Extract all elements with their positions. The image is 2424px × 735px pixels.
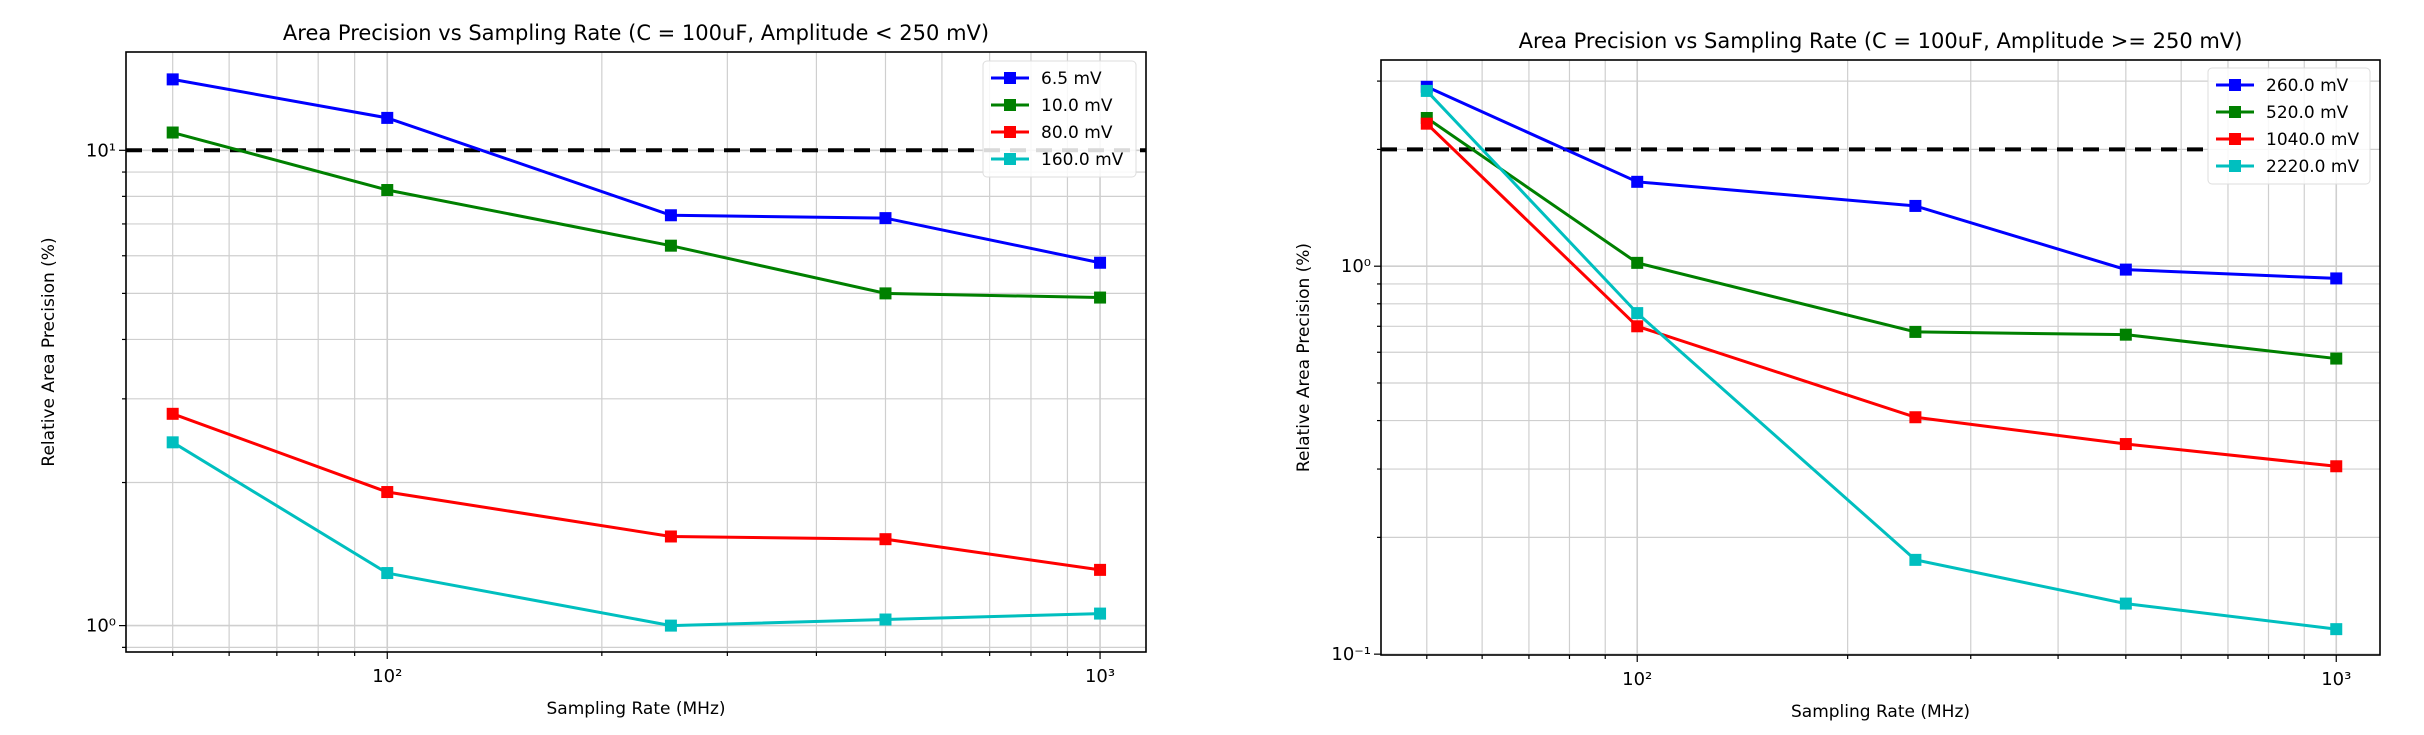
data-point [664, 619, 677, 632]
legend-box [2207, 67, 2371, 185]
data-point [2330, 272, 2343, 285]
data-point [879, 613, 892, 626]
legend-box [982, 60, 1137, 178]
data-point [1420, 84, 1433, 97]
data-point [664, 530, 677, 543]
y-tick-label: 10⁰ [1341, 256, 1371, 277]
legend-label: 10.0 mV [1041, 96, 1113, 116]
series-1040-0-mV [1420, 117, 2343, 473]
data-point [166, 407, 179, 420]
series-line [1425, 122, 2337, 468]
data-point [2119, 263, 2132, 276]
y-axis-label: Relative Area Precision (%) [39, 237, 59, 466]
data-point [1094, 256, 1107, 269]
legend-label: 160.0 mV [1041, 150, 1124, 170]
series-line [1426, 85, 2337, 280]
data-point [166, 73, 179, 86]
data-point [1909, 553, 1922, 566]
chart-2: 10² 10³ 10⁻¹ 10⁰ Area Precision vs Sampling … [1294, 29, 2381, 722]
legend-marker [1004, 72, 1016, 84]
data-point [1909, 199, 1922, 212]
data-point [1909, 411, 1922, 424]
data-point [2119, 597, 2132, 610]
legend-marker [1004, 126, 1016, 138]
y-tick-label: 10⁻¹ [1331, 644, 1371, 665]
data-point [2119, 438, 2132, 451]
x-axis-label: Sampling Rate (MHz) [1791, 702, 1970, 722]
data-point [1631, 307, 1644, 320]
series-line [1425, 116, 2337, 361]
data-point [2330, 460, 2343, 473]
legend-label: 1040.0 mV [2266, 130, 2359, 150]
x-tick-label: 10² [372, 666, 402, 687]
series-line [171, 441, 1101, 628]
data-point [2119, 328, 2132, 341]
data-point [1631, 256, 1644, 269]
series-10-0-mV [166, 126, 1107, 304]
x-tick-label: 10² [1622, 669, 1652, 690]
data-point [1631, 175, 1644, 188]
x-tick-label: 10³ [2321, 669, 2351, 690]
data-point [664, 209, 677, 222]
data-point [879, 212, 892, 225]
legend-marker [2229, 106, 2241, 118]
legend-marker [2229, 79, 2241, 91]
legend-label: 2220.0 mV [2266, 157, 2359, 177]
series-line [172, 412, 1101, 572]
chart-title: Area Precision vs Sampling Rate (C = 100… [283, 21, 989, 45]
legend-label: 520.0 mV [2266, 103, 2349, 123]
legend-marker [1004, 153, 1016, 165]
data-point [2330, 352, 2343, 365]
legend-marker [1004, 99, 1016, 111]
legend: 6.5 mV 10.0 mV 80.0 mV 160.0 mV [982, 60, 1137, 178]
legend-label: 6.5 mV [1041, 69, 1102, 89]
legend-marker [2229, 160, 2241, 172]
data-point [1420, 117, 1433, 130]
data-point [1094, 291, 1107, 304]
data-point [166, 126, 179, 139]
series-line [1425, 89, 2337, 631]
legend-label: 80.0 mV [1041, 123, 1113, 143]
data-point [1631, 320, 1644, 333]
data-point [664, 239, 677, 252]
data-point [1909, 325, 1922, 338]
legend: 260.0 mV 520.0 mV 1040.0 mV 2220.0 mV [2207, 67, 2371, 185]
y-tick-label: 10¹ [86, 140, 116, 161]
data-point [381, 184, 394, 197]
data-point [1094, 563, 1107, 576]
data-point [2330, 623, 2343, 636]
series-line [172, 131, 1101, 300]
chart-1: 10² 10³ 10⁰ 10¹ Area Precision vs Sampling R… [39, 21, 1147, 719]
series-260-0-mV [1420, 80, 2343, 285]
legend-label: 260.0 mV [2266, 76, 2349, 96]
data-point [381, 567, 394, 580]
axes-frame [125, 51, 1147, 653]
data-point [166, 436, 179, 449]
x-tick-label: 10³ [1085, 666, 1115, 687]
legend-marker [2229, 133, 2241, 145]
axes-frame [1380, 59, 2381, 656]
data-point [381, 486, 394, 499]
data-point [879, 533, 892, 546]
data-point [1094, 607, 1107, 620]
y-tick-label: 10⁰ [86, 616, 116, 637]
series-6-5-mV [166, 73, 1107, 269]
data-point [381, 111, 394, 124]
x-axis-label: Sampling Rate (MHz) [547, 699, 726, 719]
chart-title: Area Precision vs Sampling Rate (C = 100… [1519, 29, 2243, 53]
data-point [879, 287, 892, 300]
series-160-0-mV [166, 436, 1107, 632]
series-80-0-mV [166, 407, 1107, 576]
y-axis-label: Relative Area Precision (%) [1294, 243, 1314, 472]
series-2220-0-mV [1420, 84, 2343, 636]
